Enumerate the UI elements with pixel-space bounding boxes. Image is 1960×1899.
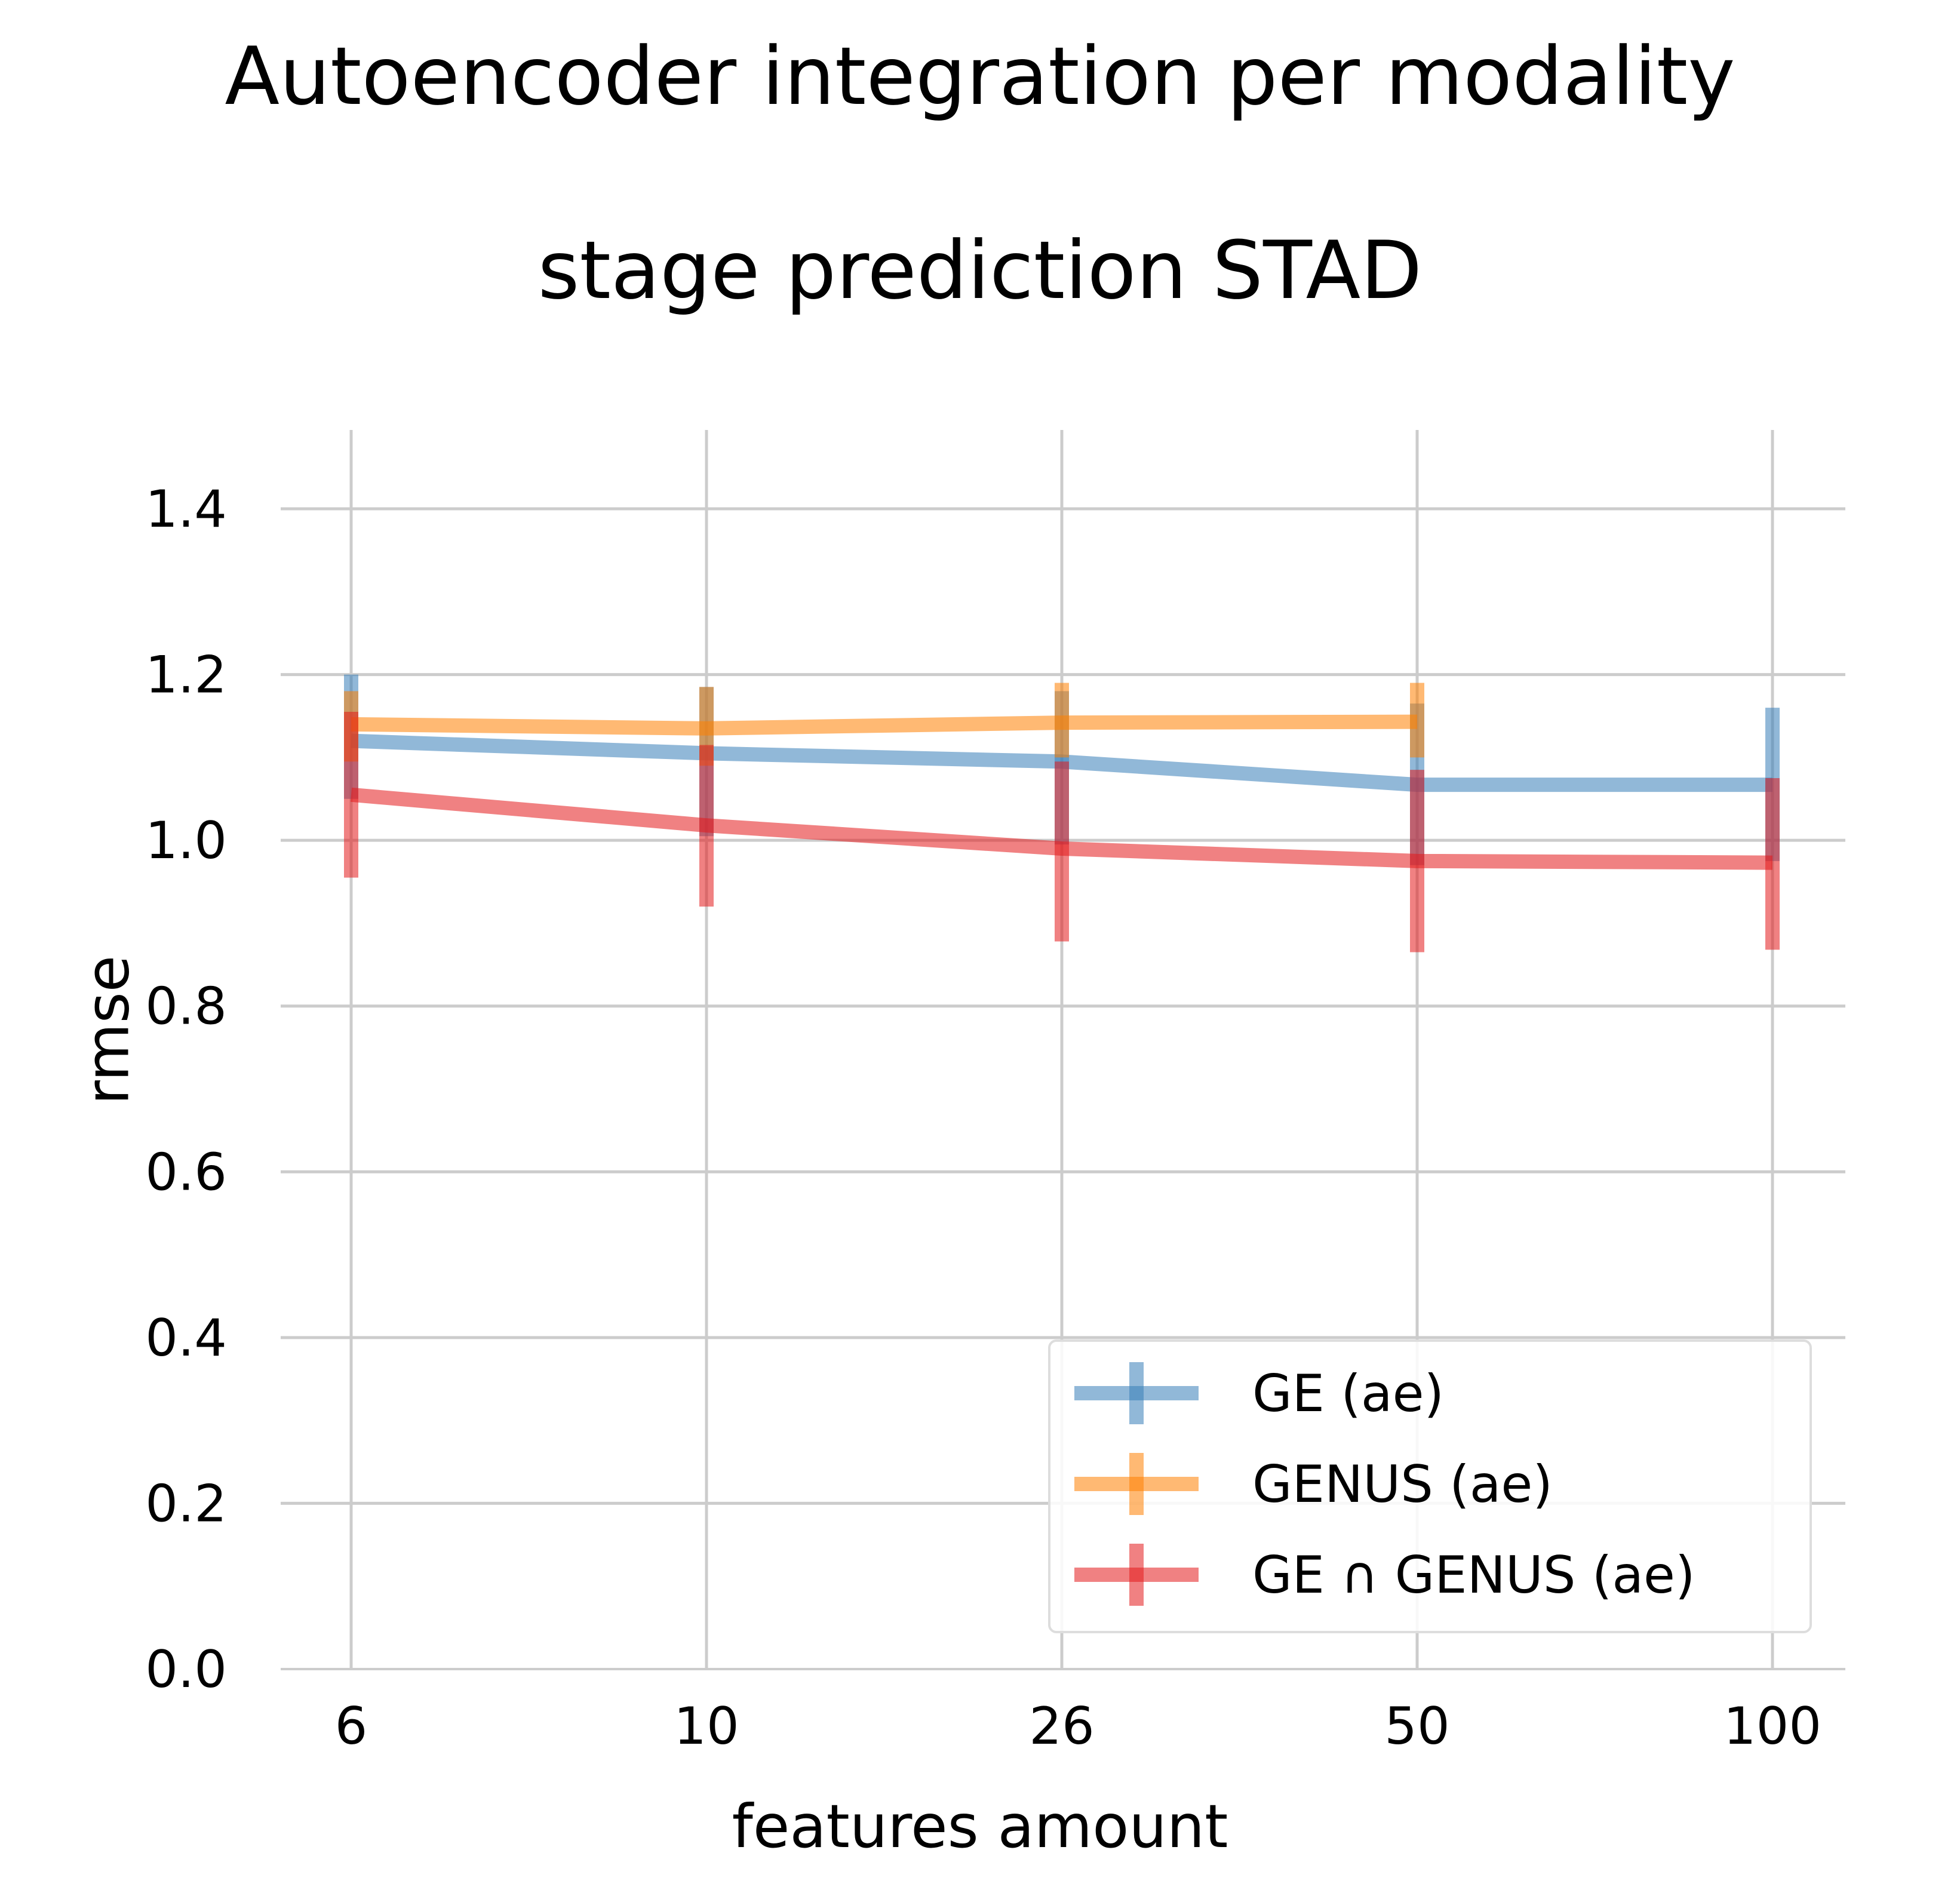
data-point (1417, 721, 1418, 723)
y-tick-label: 0.2 (145, 1474, 227, 1534)
series-line (351, 714, 1418, 736)
x-tick-label: 6 (335, 1697, 368, 1756)
legend-item: GENUS (ae) (1074, 1453, 1553, 1515)
legend: GE (ae) GENUS (ae) GE ∩ GENUS (ae) (1048, 1339, 1812, 1633)
y-tick-label: 1.0 (145, 811, 227, 871)
y-tick-label: 0.4 (145, 1308, 227, 1368)
legend-label: GENUS (ae) (1252, 1455, 1553, 1514)
chart-title-line-2: stage prediction STAD (537, 224, 1423, 317)
legend-label: GE ∩ GENUS (ae) (1252, 1545, 1695, 1605)
data-point (1772, 862, 1773, 864)
y-tick-label: 1.4 (145, 480, 227, 539)
x-tick-label: 100 (1724, 1697, 1821, 1756)
x-tick-label: 10 (674, 1697, 739, 1756)
x-tick-label: 26 (1029, 1697, 1094, 1756)
data-point (1417, 861, 1418, 862)
y-tick-label: 0.8 (145, 977, 227, 1037)
axes: 0.0 0.2 0.4 0.6 0.8 1.0 1.2 1.4 6 10 26 50 100 (145, 480, 1845, 1756)
y-axis-label: rmse (72, 955, 143, 1105)
grid (281, 430, 1845, 1669)
y-tick-label: 0.6 (145, 1142, 227, 1202)
data-point (706, 825, 707, 826)
y-tick-label: 1.2 (145, 646, 227, 705)
data-point (1061, 722, 1062, 723)
data-point (706, 728, 707, 729)
legend-item: GE ∩ GENUS (ae) (1074, 1544, 1695, 1606)
data-point (351, 794, 352, 795)
legend-label: GE (ae) (1252, 1364, 1444, 1424)
x-axis-label: features amount (732, 1792, 1228, 1861)
chart-title-line-1: Autoencoder integration per modality (225, 30, 1735, 123)
series-layer (344, 674, 1780, 952)
x-tick-label: 50 (1384, 1697, 1449, 1756)
data-point (1061, 848, 1062, 849)
y-tick-label: 0.0 (145, 1640, 227, 1700)
legend-item: GE (ae) (1074, 1362, 1444, 1424)
series-2 (344, 712, 1780, 952)
legend-box (1048, 1339, 1812, 1633)
